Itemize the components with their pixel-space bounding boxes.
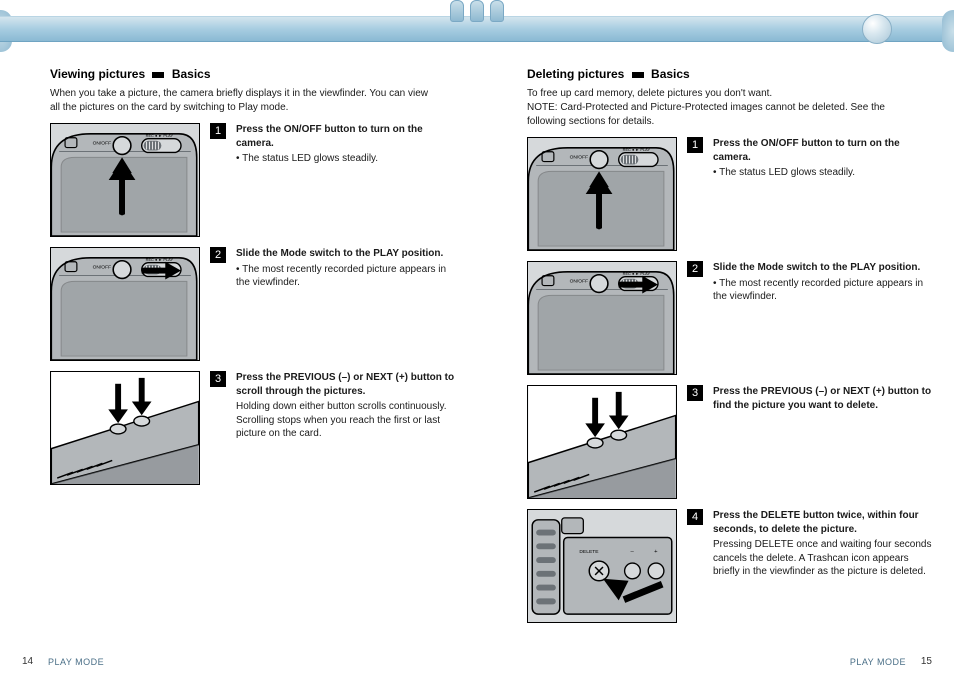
title-text: Viewing pictures (50, 67, 148, 81)
chrome-tab (490, 0, 504, 22)
step-sub: Pressing DELETE once and waiting four se… (713, 538, 934, 579)
step-text: Press the ON/OFF button to turn on the c… (713, 137, 934, 180)
title-text: Basics (172, 67, 211, 81)
step-illustration: ON/OFF REC ● ► PLAY (527, 137, 677, 251)
step-number-badge: 1 (210, 123, 226, 139)
right-page: Deleting pictures Basics To free up card… (477, 57, 954, 675)
step-illustration: DELETE–+ (527, 509, 677, 623)
step-main: Press the PREVIOUS (–) or NEXT (+) butto… (713, 386, 931, 411)
step-number-badge: 3 (687, 385, 703, 401)
step-number-badge: 3 (210, 371, 226, 387)
step-illustration: ON/OFF REC ● ► PLAY (527, 261, 677, 375)
svg-text:ON/OFF: ON/OFF (570, 279, 589, 285)
step-illustration: ON/OFF REC ● ► PLAY (50, 123, 200, 237)
document-spread: Viewing pictures Basics When you take a … (0, 57, 954, 675)
left-steps: ON/OFF REC ● ► PLAY 1 Press the ON/OFF bu… (50, 123, 457, 485)
step-sub: • The status LED glows steadily. (713, 166, 934, 180)
title-dash-icon (632, 72, 644, 78)
svg-text:REC ● ► PLAY: REC ● ► PLAY (146, 257, 174, 262)
chrome-knob (862, 14, 892, 44)
intro-b: NOTE: Card-Protected and Picture-Protect… (527, 102, 885, 127)
chrome-tab (470, 0, 484, 22)
step-text: Press the PREVIOUS (–) or NEXT (+) butto… (713, 385, 934, 414)
right-intro: To free up card memory, delete pictures … (527, 87, 934, 129)
footer-label: PLAY MODE (48, 657, 104, 667)
step-sub: • The most recently recorded picture app… (236, 263, 457, 290)
step-text: Slide the Mode switch to the PLAY positi… (236, 247, 457, 290)
step-row: ON/OFF REC ● ► PLAY 2 Slide the Mode swit… (527, 261, 934, 375)
left-intro: When you take a picture, the camera brie… (50, 87, 457, 115)
svg-text:ON/OFF: ON/OFF (93, 141, 112, 147)
step-main: Press the PREVIOUS (–) or NEXT (+) butto… (236, 372, 454, 397)
page-number: 15 (921, 656, 932, 667)
chrome-tab (450, 0, 464, 22)
title-text: Basics (651, 67, 690, 81)
step-main: Slide the Mode switch to the PLAY positi… (236, 248, 443, 259)
step-sub: • The most recently recorded picture app… (713, 277, 934, 304)
page-number: 14 (22, 656, 33, 667)
svg-text:+: + (654, 549, 658, 555)
left-page: Viewing pictures Basics When you take a … (0, 57, 477, 675)
step-main: Slide the Mode switch to the PLAY positi… (713, 262, 920, 273)
chrome-tabs (450, 0, 504, 22)
step-row: 3 Press the PREVIOUS (–) or NEXT (+) but… (527, 385, 934, 499)
svg-text:REC ● ► PLAY: REC ● ► PLAY (623, 271, 651, 276)
footer-label: PLAY MODE (850, 657, 906, 667)
step-number-badge: 1 (687, 137, 703, 153)
step-row: 3 Press the PREVIOUS (–) or NEXT (+) but… (50, 371, 457, 485)
step-row: ON/OFF REC ● ► PLAY 1 Press the ON/OFF bu… (50, 123, 457, 237)
title-dash-icon (152, 72, 164, 78)
step-row: ON/OFF REC ● ► PLAY 2 Slide the Mode swit… (50, 247, 457, 361)
step-text: Press the PREVIOUS (–) or NEXT (+) butto… (236, 371, 457, 441)
step-illustration (527, 385, 677, 499)
left-title: Viewing pictures Basics (50, 67, 457, 81)
step-number-badge: 2 (210, 247, 226, 263)
step-text: Press the ON/OFF button to turn on the c… (236, 123, 457, 166)
step-main: Press the DELETE button twice, within fo… (713, 510, 919, 535)
svg-text:ON/OFF: ON/OFF (570, 155, 589, 161)
intro-a: To free up card memory, delete pictures … (527, 88, 772, 99)
step-row: ON/OFF REC ● ► PLAY 1 Press the ON/OFF bu… (527, 137, 934, 251)
step-illustration (50, 371, 200, 485)
step-illustration: ON/OFF REC ● ► PLAY (50, 247, 200, 361)
svg-text:REC ● ► PLAY: REC ● ► PLAY (146, 133, 174, 138)
step-text: Slide the Mode switch to the PLAY positi… (713, 261, 934, 304)
step-number-badge: 2 (687, 261, 703, 277)
chrome-edge-right (942, 10, 954, 52)
right-steps: ON/OFF REC ● ► PLAY 1 Press the ON/OFF bu… (527, 137, 934, 623)
window-chrome (0, 0, 954, 57)
svg-text:DELETE: DELETE (579, 549, 599, 555)
step-main: Press the ON/OFF button to turn on the c… (236, 124, 423, 149)
step-sub: Holding down either button scrolls conti… (236, 400, 457, 441)
step-text: Press the DELETE button twice, within fo… (713, 509, 934, 579)
step-sub: • The status LED glows steadily. (236, 152, 457, 166)
step-number-badge: 4 (687, 509, 703, 525)
step-main: Press the ON/OFF button to turn on the c… (713, 138, 900, 163)
right-title: Deleting pictures Basics (527, 67, 934, 81)
title-text: Deleting pictures (527, 67, 628, 81)
svg-text:REC ● ► PLAY: REC ● ► PLAY (623, 147, 651, 152)
svg-text:ON/OFF: ON/OFF (93, 265, 112, 271)
step-row: DELETE–+ 4 Press the DELETE button twice… (527, 509, 934, 623)
